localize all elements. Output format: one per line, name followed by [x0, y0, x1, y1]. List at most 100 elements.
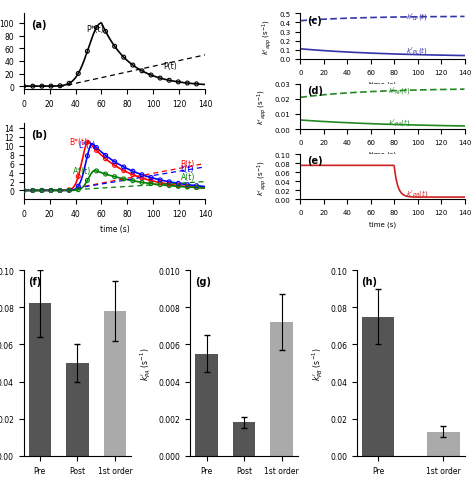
Point: [111, 173, 118, 181]
Point: [174, 182, 182, 190]
Point: [193, 184, 201, 192]
Bar: [104, 311, 127, 456]
Point: [20, 187, 27, 195]
Point: [65, 80, 73, 88]
Point: [47, 187, 55, 195]
Point: [29, 187, 36, 195]
Y-axis label: $k_{PA}'$ (s$^{-1}$): $k_{PA}'$ (s$^{-1}$): [138, 347, 153, 380]
Point: [83, 48, 91, 56]
Point: [138, 175, 146, 182]
Y-axis label: $k_{PB}'$ (s$^{-1}$): $k_{PB}'$ (s$^{-1}$): [310, 347, 325, 380]
Text: A*(t): A*(t): [73, 166, 91, 175]
X-axis label: time (s): time (s): [369, 81, 396, 87]
Point: [183, 181, 191, 189]
Point: [120, 176, 128, 183]
Text: B(t): B(t): [181, 159, 195, 168]
Point: [120, 54, 128, 62]
Point: [83, 153, 91, 160]
Text: (b): (b): [31, 130, 47, 140]
Point: [138, 171, 146, 179]
Text: L*(t): L*(t): [78, 140, 95, 149]
Point: [92, 168, 100, 175]
Point: [56, 187, 64, 195]
Bar: [362, 317, 394, 456]
Point: [129, 171, 137, 179]
Point: [20, 187, 27, 195]
Point: [83, 139, 91, 147]
Point: [156, 75, 164, 83]
Point: [38, 187, 46, 195]
Point: [129, 178, 137, 185]
Point: [129, 168, 137, 176]
Point: [102, 156, 109, 163]
Point: [65, 187, 73, 195]
Point: [138, 68, 146, 75]
Point: [174, 183, 182, 191]
Y-axis label: $k'_{app}$ (s$^{-1}$): $k'_{app}$ (s$^{-1}$): [255, 159, 269, 195]
Point: [56, 187, 64, 195]
Point: [165, 77, 173, 85]
Text: $k'_{PA}(t)$: $k'_{PA}(t)$: [388, 116, 410, 127]
Point: [156, 180, 164, 187]
Bar: [195, 354, 218, 456]
Point: [147, 180, 155, 188]
Point: [20, 83, 27, 91]
Text: P*(t): P*(t): [86, 24, 103, 34]
Point: [147, 174, 155, 182]
Text: (h): (h): [361, 276, 377, 286]
Point: [120, 164, 128, 171]
Point: [92, 144, 100, 152]
Point: [92, 147, 100, 155]
Point: [47, 83, 55, 91]
Bar: [271, 323, 293, 456]
Text: (d): (d): [307, 86, 323, 96]
Point: [56, 83, 64, 90]
Text: (a): (a): [31, 20, 46, 30]
Point: [92, 24, 100, 32]
Point: [38, 83, 46, 91]
Text: L(t): L(t): [181, 165, 194, 174]
Point: [138, 179, 146, 187]
Point: [183, 183, 191, 191]
Text: (c): (c): [307, 16, 322, 26]
Point: [65, 187, 73, 195]
Point: [111, 162, 118, 170]
Bar: [28, 304, 51, 456]
Point: [165, 182, 173, 190]
Point: [29, 187, 36, 195]
Point: [129, 62, 137, 70]
Point: [174, 79, 182, 86]
Point: [29, 187, 36, 195]
Point: [74, 187, 82, 194]
Text: $k'_{LP}(t)$: $k'_{LP}(t)$: [406, 11, 428, 22]
Y-axis label: $k'_{app}$ (s$^{-1}$): $k'_{app}$ (s$^{-1}$): [255, 89, 269, 125]
Point: [38, 187, 46, 195]
Point: [156, 177, 164, 184]
Bar: [233, 422, 255, 456]
Point: [47, 187, 55, 195]
Text: $k'_{PB}(t)$: $k'_{PB}(t)$: [406, 188, 428, 199]
Y-axis label: $k'_{app}$ (s$^{-1}$): $k'_{app}$ (s$^{-1}$): [260, 19, 274, 55]
Bar: [427, 432, 460, 456]
X-axis label: time (s): time (s): [100, 224, 129, 233]
Point: [74, 173, 82, 181]
Text: (e): (e): [307, 156, 322, 166]
Point: [156, 181, 164, 189]
Point: [83, 177, 91, 185]
Point: [74, 71, 82, 78]
Point: [47, 187, 55, 195]
Text: $k'_{AP}(t)$: $k'_{AP}(t)$: [388, 84, 410, 96]
Point: [29, 83, 36, 91]
Text: P(t): P(t): [164, 62, 177, 72]
Text: (f): (f): [28, 276, 41, 286]
Point: [111, 158, 118, 166]
X-axis label: time (s): time (s): [369, 151, 396, 157]
Point: [74, 183, 82, 191]
Point: [147, 72, 155, 80]
Text: B*(t): B*(t): [69, 137, 87, 146]
Text: (g): (g): [195, 276, 210, 286]
Point: [165, 179, 173, 186]
Point: [120, 168, 128, 175]
Point: [111, 43, 118, 51]
Point: [20, 187, 27, 195]
